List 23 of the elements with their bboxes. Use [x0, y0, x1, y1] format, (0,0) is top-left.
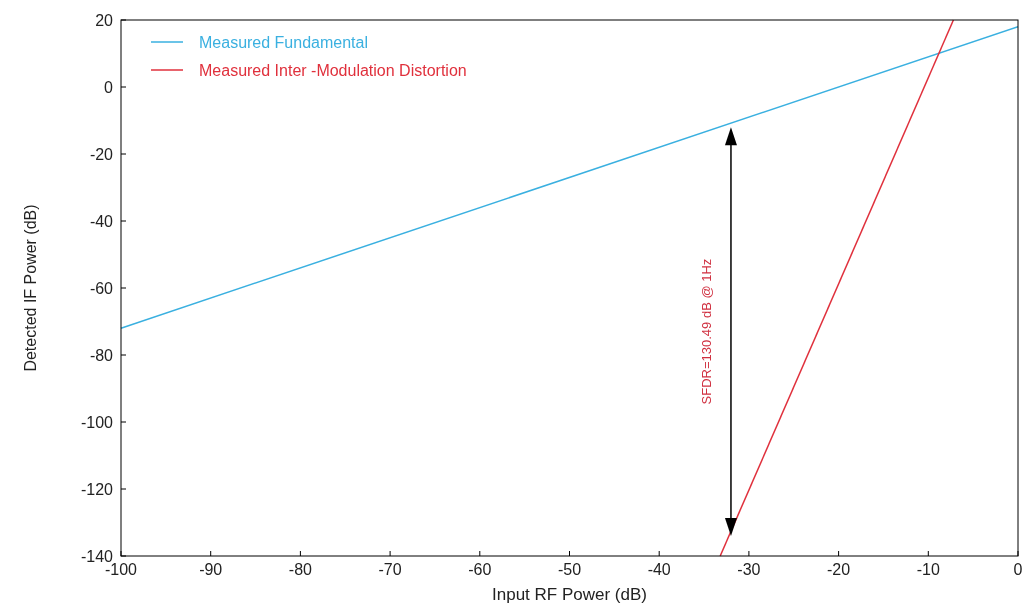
- x-tick-label: -90: [199, 561, 223, 578]
- x-tick-label: -40: [647, 561, 671, 578]
- y-tick-label: -100: [80, 413, 114, 431]
- legend-label: Measured Fundamental: [199, 33, 368, 51]
- y-axis-title: Detected IF Power (dB): [22, 204, 39, 372]
- y-tick-label: -60: [89, 279, 114, 297]
- x-axis-title: Input RF Power (dB): [492, 585, 647, 604]
- x-tick-label: -10: [916, 561, 940, 578]
- annotation: SFDR=130.49 dB @ 1Hz: [698, 258, 714, 405]
- y-tick-label: 20: [95, 11, 114, 29]
- x-tick-label: -70: [378, 561, 402, 578]
- legend-label: Measured Inter -Modulation Distortion: [199, 61, 467, 79]
- x-tick-label: -30: [737, 561, 761, 578]
- y-tick-label: -120: [80, 480, 114, 498]
- x-tick-label: 0: [1013, 561, 1023, 578]
- y-tick-label: 0: [104, 78, 114, 96]
- y-tick-label: -40: [89, 212, 114, 230]
- x-tick-label: -60: [468, 561, 492, 578]
- x-tick-label: -80: [288, 561, 313, 578]
- y-tick-label: -80: [89, 346, 114, 364]
- x-tick-label: -20: [827, 561, 851, 578]
- x-tick-label: -50: [557, 561, 582, 578]
- y-tick-label: -20: [89, 145, 114, 163]
